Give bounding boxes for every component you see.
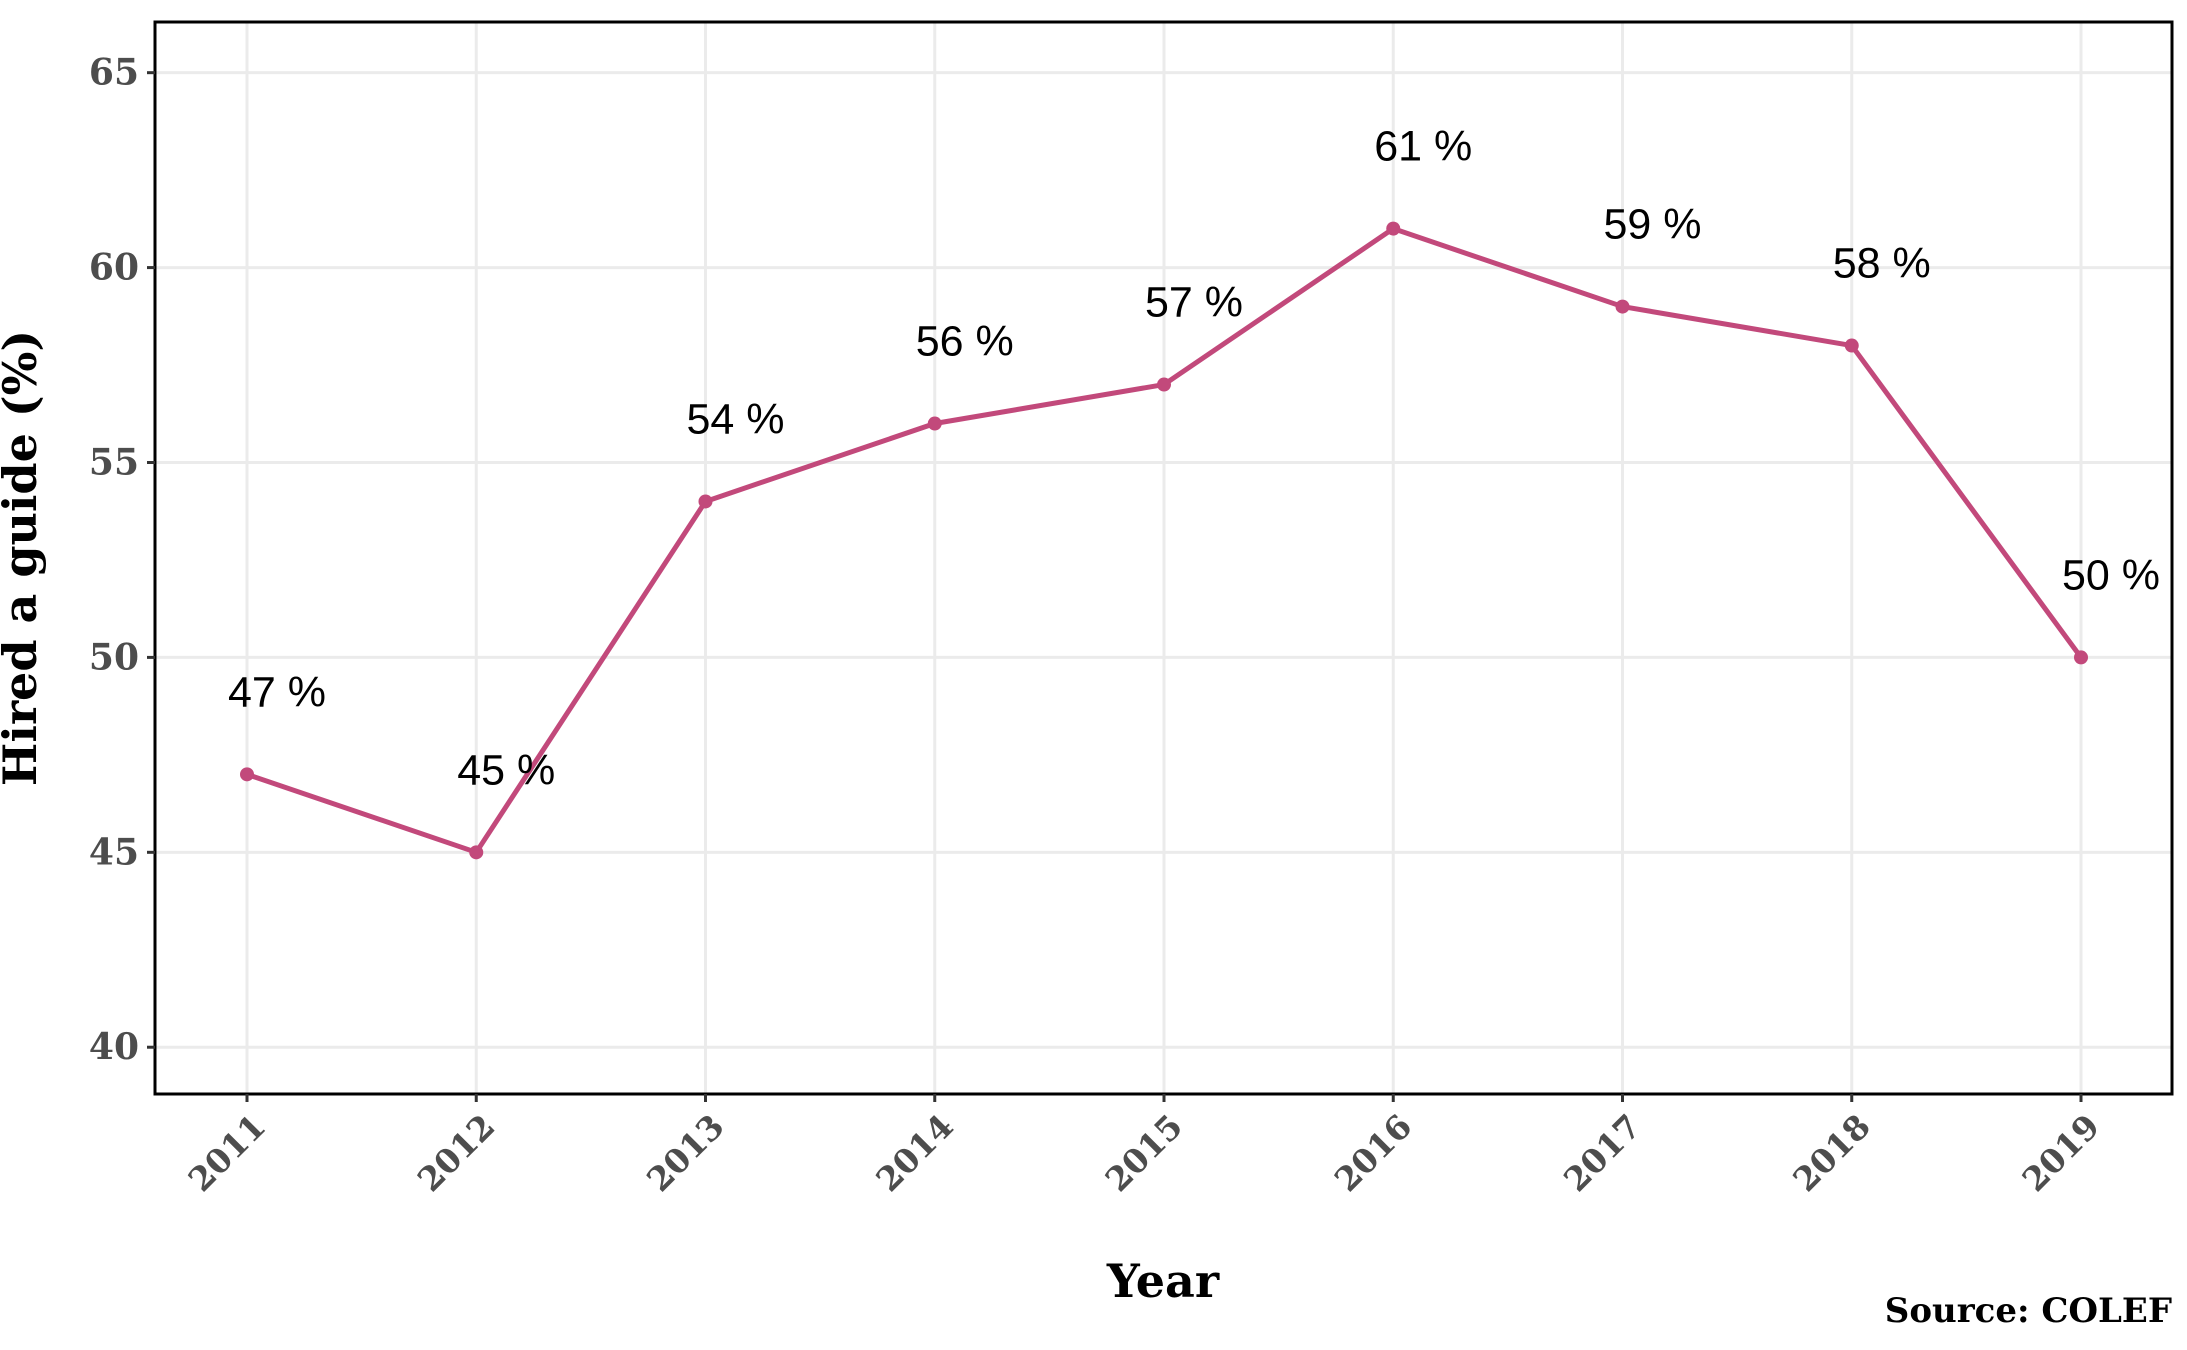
- data-label: 45 %: [457, 746, 555, 794]
- data-label: 54 %: [686, 395, 784, 443]
- y-axis-title: Hired a guide (%): [0, 330, 47, 786]
- x-axis-title: Year: [1106, 1254, 1220, 1308]
- data-point: [1157, 377, 1171, 392]
- data-point: [1844, 338, 1859, 353]
- x-tick-label: 2017: [1556, 1107, 1649, 1200]
- x-tick-label: 2016: [1327, 1107, 1420, 1200]
- y-tick-label: 65: [89, 52, 139, 94]
- data-label: 57 %: [1145, 279, 1243, 327]
- x-tick-label: 2019: [2015, 1107, 2108, 1200]
- data-label: 59 %: [1603, 201, 1701, 249]
- x-tick-label: 2015: [1098, 1107, 1191, 1200]
- data-point: [1615, 299, 1630, 314]
- y-tick-label: 40: [89, 1026, 139, 1068]
- data-label: 50 %: [2062, 551, 2160, 599]
- x-tick-label: 2018: [1785, 1107, 1878, 1200]
- x-axis: 2011 2012 2013 2014 2015 2016 2017 2018 2019: [181, 1094, 2108, 1200]
- data-label: 56 %: [916, 318, 1014, 366]
- y-tick-label: 45: [89, 831, 139, 873]
- x-tick-label: 2012: [410, 1107, 503, 1200]
- grid: [155, 22, 2172, 1094]
- data-labels: 47 % 45 % 54 % 56 % 57 % 61 % 59 % 58 % 50 %: [228, 123, 2160, 795]
- x-tick-label: 2014: [868, 1107, 961, 1200]
- y-axis: 40 45 50 55 60 65: [89, 52, 155, 1068]
- data-label: 58 %: [1833, 240, 1931, 288]
- data-point: [240, 767, 254, 782]
- y-tick-label: 50: [89, 636, 139, 678]
- x-tick-label: 2011: [181, 1107, 274, 1200]
- source-caption: Source: COLEF: [1885, 1291, 2172, 1331]
- data-point: [2074, 650, 2088, 665]
- data-point: [698, 494, 713, 509]
- y-tick-label: 60: [89, 247, 139, 289]
- y-tick-label: 55: [89, 441, 139, 483]
- data-point: [469, 845, 484, 860]
- data-label: 61 %: [1374, 123, 1472, 171]
- data-label: 47 %: [228, 668, 326, 716]
- x-tick-label: 2013: [639, 1107, 732, 1200]
- data-point: [927, 416, 942, 431]
- series-line-group: [240, 221, 2088, 860]
- data-point: [1386, 221, 1401, 236]
